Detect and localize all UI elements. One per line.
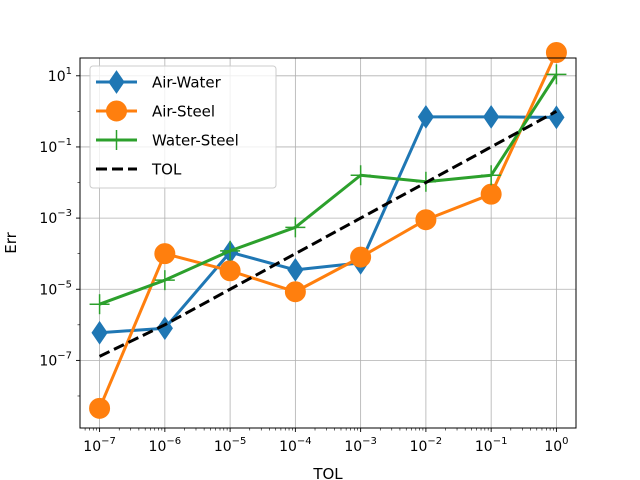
data-point-air-steel	[480, 183, 502, 205]
data-point-air-water	[156, 316, 173, 341]
series-air-water	[91, 104, 565, 345]
legend-label-tol: TOL	[151, 161, 182, 179]
data-point-air-steel	[154, 243, 176, 265]
series-water-steel	[89, 64, 567, 315]
legend-entry-air-water: Air-Water	[96, 70, 222, 94]
x-tick-label: 10−3	[344, 436, 377, 455]
series-line-tol	[98, 110, 558, 358]
series-tol	[98, 110, 558, 358]
x-tick-label: 10−4	[279, 436, 312, 455]
x-tick-label: 10−7	[83, 436, 116, 455]
legend-entry-air-steel: Air-Steel	[96, 100, 215, 122]
legend-label-air-water: Air-Water	[152, 74, 222, 92]
y-tick-label: 10−5	[39, 279, 72, 298]
series-line-water-steel	[99, 73, 558, 306]
legend: Air-Water Air-Steel Water-Steel TOL	[89, 65, 277, 189]
series-air-steel	[89, 42, 567, 419]
data-point-air-water	[483, 104, 500, 129]
legend-entry-tol: TOL	[96, 161, 182, 179]
data-point-air-steel	[350, 246, 372, 268]
data-point-water-steel	[89, 294, 110, 315]
data-point-air-steel	[545, 42, 567, 64]
data-point-air-water	[287, 258, 304, 282]
y-tick-label: 10−3	[39, 208, 72, 227]
data-point-air-water	[91, 320, 108, 345]
series-line-air-water	[99, 115, 557, 335]
x-tick-label: 10−5	[214, 436, 247, 455]
y-tick-label: 10−7	[39, 350, 72, 369]
data-point-water-steel	[154, 270, 175, 291]
data-point-air-steel	[219, 260, 241, 282]
legend-box	[89, 65, 277, 189]
x-tick-label: 10−2	[410, 436, 443, 455]
series-line-air-steel	[98, 51, 558, 409]
legend-marker-water-steel	[106, 130, 127, 150]
data-point-water-steel	[220, 240, 241, 261]
data-point-water-steel	[481, 165, 502, 186]
data-point-air-water	[417, 104, 434, 129]
x-tick-label: 10−6	[149, 436, 182, 455]
legend-marker-air-water	[108, 70, 125, 94]
y-tick-label: 101	[48, 66, 72, 85]
data-point-water-steel	[350, 165, 371, 186]
y-axis-label: Err	[2, 231, 20, 253]
data-point-water-steel	[285, 217, 306, 238]
data-point-air-steel	[89, 397, 111, 419]
legend-marker-air-steel	[106, 100, 127, 122]
data-point-water-steel	[546, 64, 567, 85]
data-point-air-steel	[284, 281, 306, 303]
series-layer	[89, 42, 567, 419]
x-tick-label: 100	[544, 436, 568, 455]
plot-frame	[79, 57, 577, 429]
ticks: 10−7 10−6 10−5 10−4 10−3 10−2 10−1 100 10−7 10−5 1…	[39, 66, 568, 455]
legend-label-water-steel: Water-Steel	[152, 132, 239, 150]
x-tick-label: 10−1	[475, 436, 508, 455]
x-axis-label: TOL	[312, 465, 343, 480]
y-tick-label: 10−1	[39, 137, 72, 156]
legend-label-air-steel: Air-Steel	[152, 103, 215, 121]
legend-entry-water-steel: Water-Steel	[96, 130, 239, 150]
data-point-air-steel	[415, 209, 437, 231]
